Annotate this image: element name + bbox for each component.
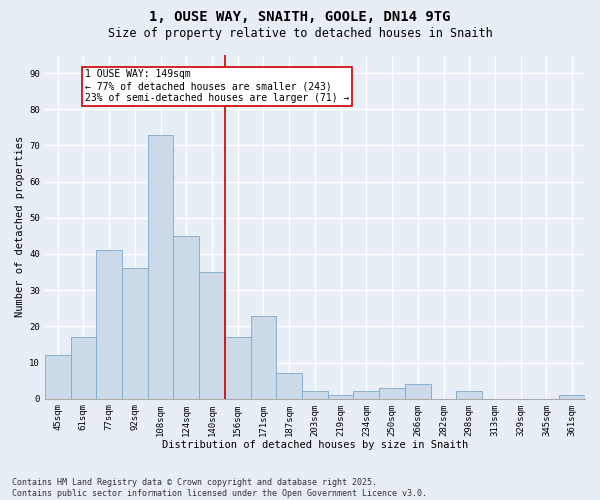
Bar: [96, 250, 122, 398]
Bar: [457, 392, 482, 398]
Bar: [148, 134, 173, 398]
Bar: [277, 374, 302, 398]
Bar: [379, 388, 405, 398]
Bar: [302, 392, 328, 398]
Bar: [45, 356, 71, 399]
Bar: [353, 392, 379, 398]
Y-axis label: Number of detached properties: Number of detached properties: [15, 136, 25, 318]
Bar: [225, 337, 251, 398]
Bar: [251, 316, 277, 398]
Bar: [559, 395, 585, 398]
X-axis label: Distribution of detached houses by size in Snaith: Distribution of detached houses by size …: [162, 440, 468, 450]
Bar: [405, 384, 431, 398]
Bar: [122, 268, 148, 398]
Text: 1, OUSE WAY, SNAITH, GOOLE, DN14 9TG: 1, OUSE WAY, SNAITH, GOOLE, DN14 9TG: [149, 10, 451, 24]
Bar: [328, 395, 353, 398]
Bar: [173, 236, 199, 398]
Text: Contains HM Land Registry data © Crown copyright and database right 2025.
Contai: Contains HM Land Registry data © Crown c…: [12, 478, 427, 498]
Bar: [71, 337, 96, 398]
Text: 1 OUSE WAY: 149sqm
← 77% of detached houses are smaller (243)
23% of semi-detach: 1 OUSE WAY: 149sqm ← 77% of detached hou…: [85, 70, 349, 102]
Text: Size of property relative to detached houses in Snaith: Size of property relative to detached ho…: [107, 28, 493, 40]
Bar: [199, 272, 225, 398]
